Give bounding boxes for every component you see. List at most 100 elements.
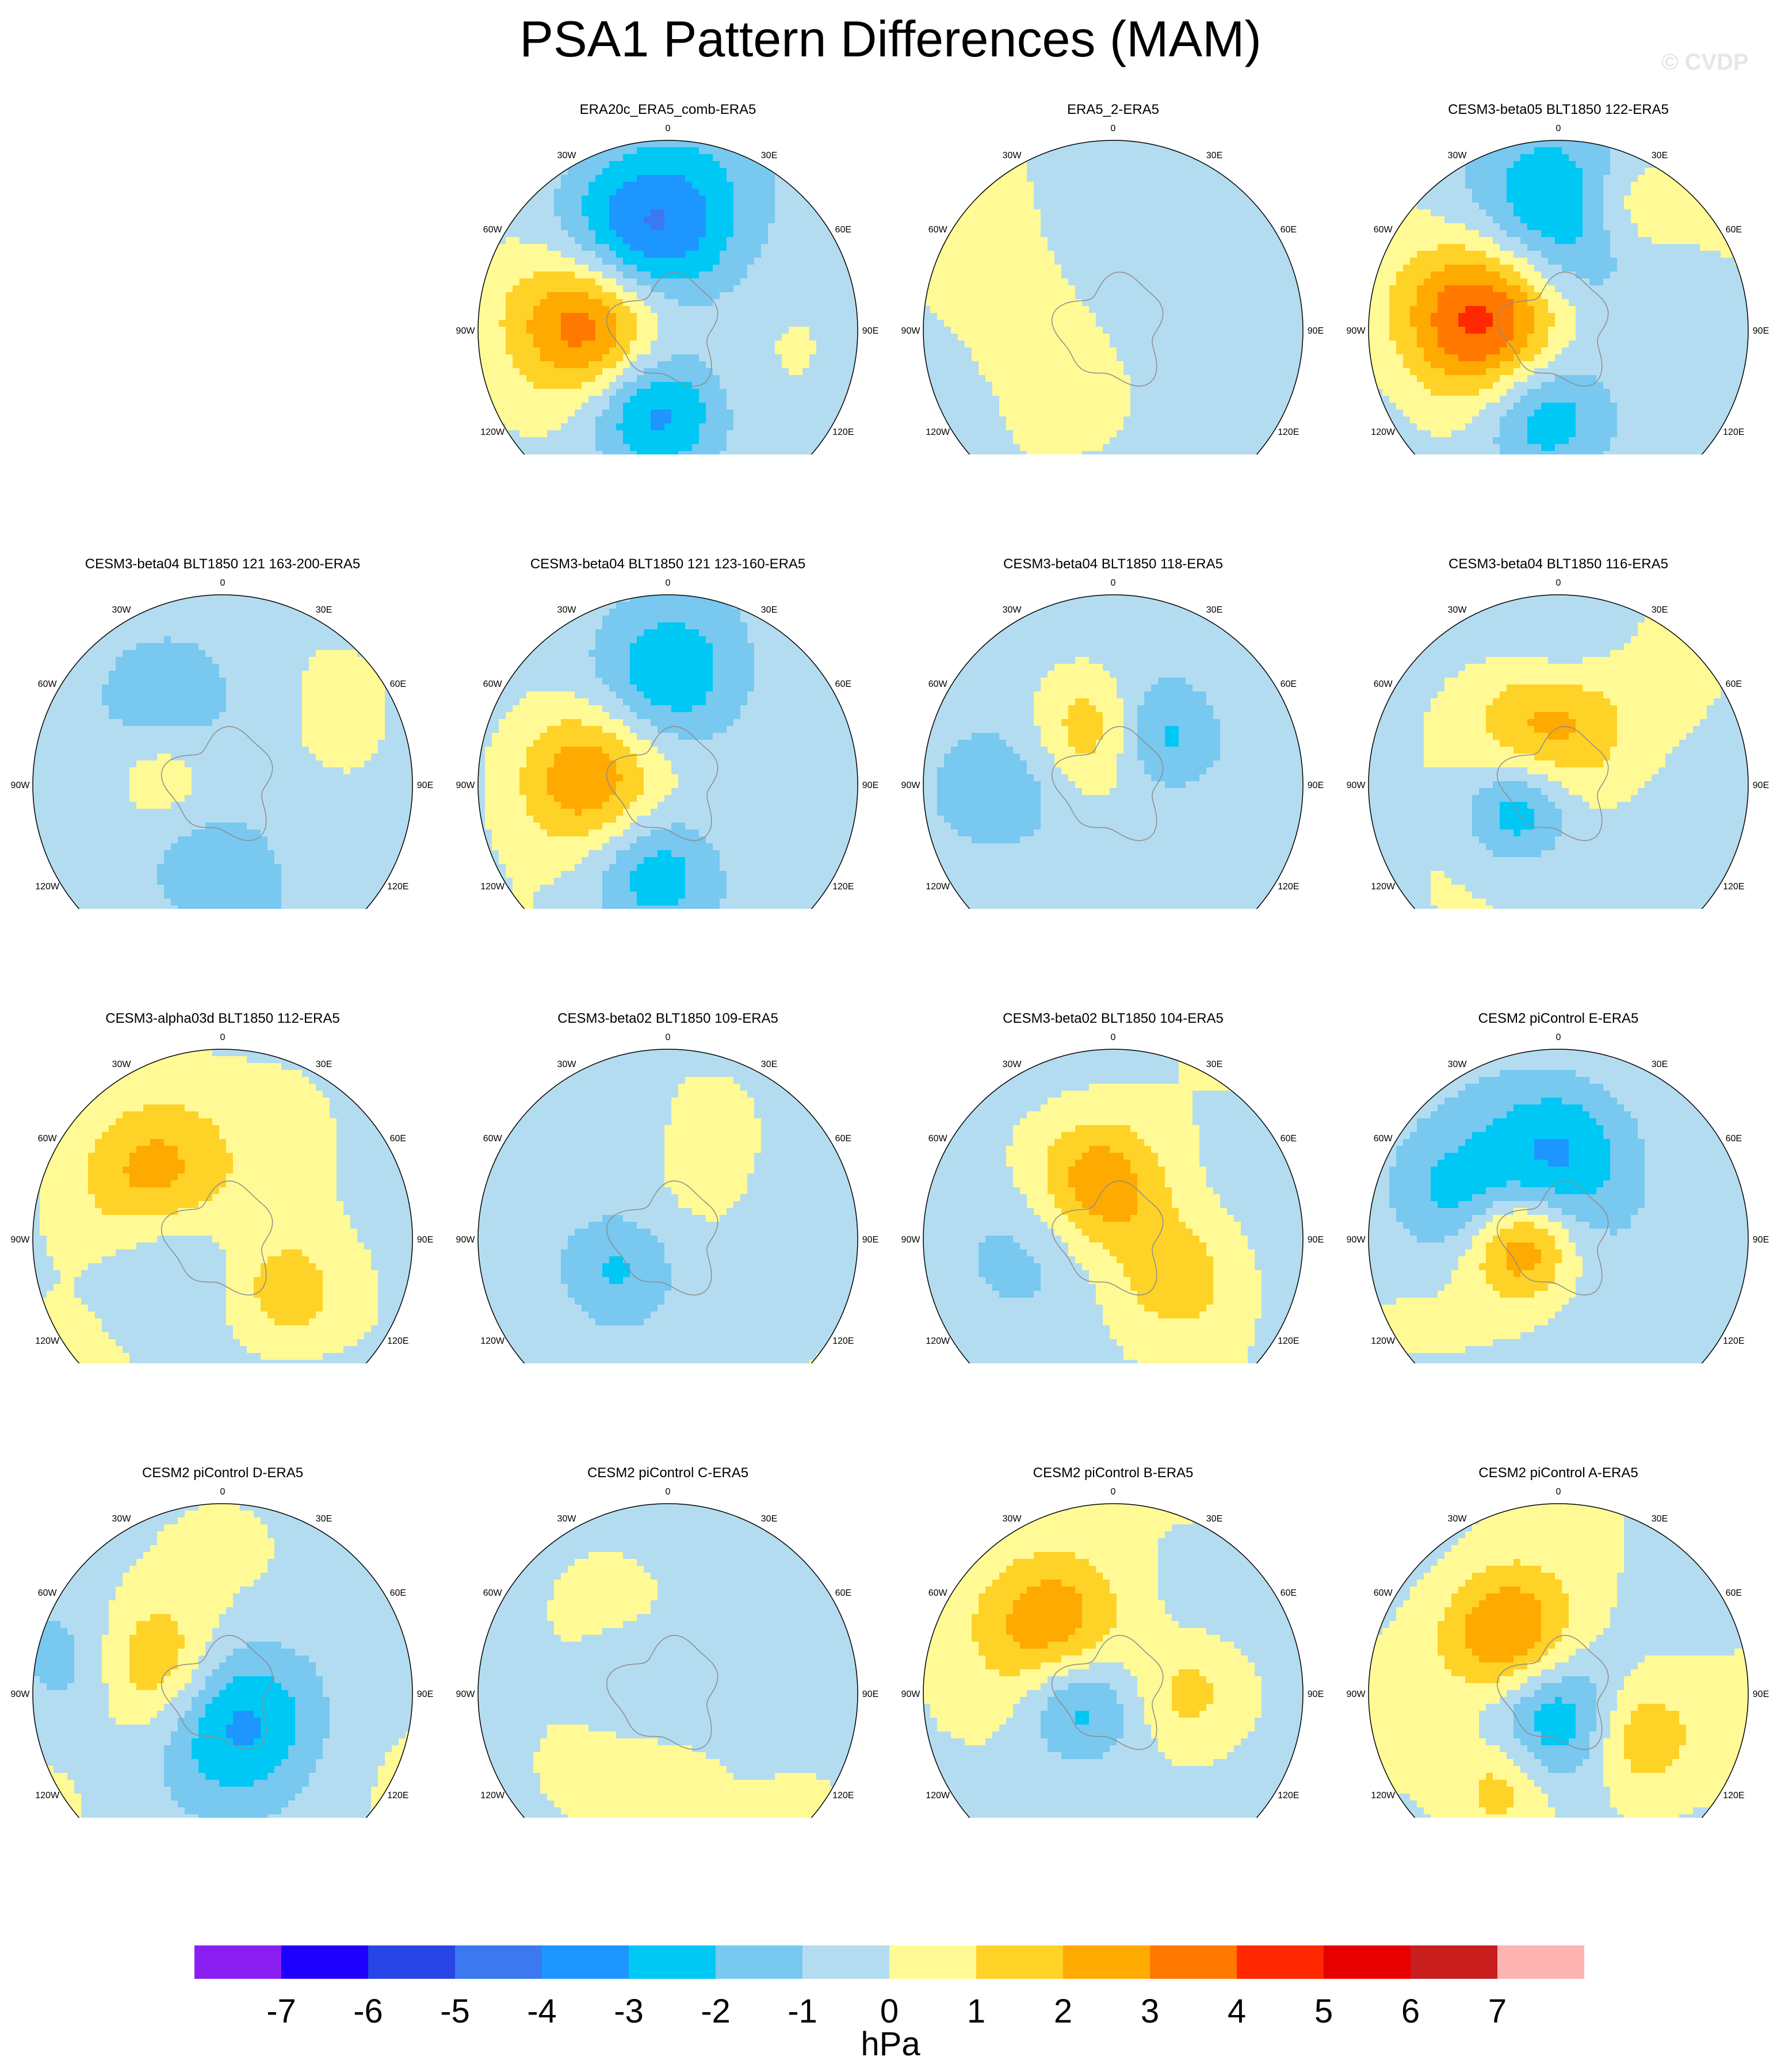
field-cell: [1075, 416, 1083, 424]
field-cell: [809, 341, 817, 348]
field-cell: [568, 410, 575, 417]
field-cell: [1172, 265, 1179, 272]
field-cell: [1020, 430, 1027, 438]
field-cell: [547, 299, 555, 307]
field-cell: [1199, 320, 1207, 327]
field-cell: [1048, 244, 1055, 251]
field-cell: [499, 334, 506, 341]
field-cell: [1165, 272, 1172, 279]
field-cell: [720, 285, 727, 293]
field-cell: [999, 451, 1007, 454]
field-cell: [1186, 403, 1193, 410]
field-cell: [602, 244, 610, 251]
field-cell: [582, 237, 589, 244]
field-cell: [1027, 410, 1034, 417]
field-cell: [582, 161, 589, 169]
field-cell: [733, 161, 741, 169]
field-cell: [1103, 182, 1110, 189]
field-cell: [1110, 334, 1117, 341]
field-cell: [992, 416, 1000, 424]
longitude-label: 0: [1111, 124, 1116, 133]
field-cell: [1013, 451, 1021, 454]
field-cell: [754, 396, 762, 403]
field-cell: [930, 278, 938, 286]
field-cell: [965, 423, 972, 431]
field-cell: [699, 230, 706, 238]
field-cell: [664, 154, 672, 162]
field-cell: [1027, 209, 1034, 217]
field-cell: [699, 285, 706, 293]
field-cell: [1054, 161, 1062, 169]
field-cell: [685, 375, 693, 383]
field-cell: [1186, 313, 1193, 320]
field-cell: [588, 223, 596, 231]
field-cell: [1048, 444, 1055, 452]
field-cell: [1130, 285, 1138, 293]
field-cell: [1193, 258, 1200, 265]
field-cell: [1227, 347, 1235, 355]
field-cell: [1282, 375, 1290, 383]
field-cell: [637, 375, 644, 383]
field-cell: [1089, 423, 1096, 431]
field-cell: [602, 354, 610, 362]
field-cell: [823, 244, 831, 251]
field-cell: [1144, 244, 1152, 251]
field-cell: [958, 375, 965, 383]
field-cell: [692, 313, 700, 320]
field-cell: [513, 313, 520, 320]
field-cell: [1096, 154, 1103, 162]
field-cell: [540, 327, 548, 334]
field-cell: [1220, 278, 1228, 286]
longitude-label: 120E: [832, 427, 854, 437]
field-cell: [1041, 202, 1048, 210]
field-cell: [809, 430, 817, 438]
field-cell: [972, 396, 979, 403]
field-cell: [526, 347, 534, 355]
field-cell: [1227, 251, 1235, 258]
field-cell: [1020, 354, 1027, 362]
field-cell: [775, 209, 782, 217]
field-cell: [637, 347, 644, 355]
field-cell: [733, 209, 741, 217]
field-cell: [1151, 299, 1159, 307]
field-cell: [595, 223, 603, 231]
field-cell: [547, 430, 555, 438]
field-cell: [782, 444, 789, 452]
field-cell: [713, 334, 720, 341]
field-cell: [992, 396, 1000, 403]
field-cell: [644, 444, 651, 452]
field-cell: [796, 209, 803, 217]
field-cell: [1082, 444, 1090, 452]
field-cell: [1172, 230, 1179, 238]
field-cell: [1227, 437, 1235, 445]
field-cell: [1130, 437, 1138, 445]
field-cell: [1103, 382, 1110, 389]
field-cell: [775, 451, 782, 454]
field-cell: [588, 209, 596, 217]
field-cell: [1213, 306, 1221, 314]
field-cell: [965, 410, 972, 417]
field-cell: [658, 396, 665, 403]
field-cell: [692, 154, 700, 162]
field-cell: [985, 292, 993, 300]
field-cell: [588, 389, 596, 396]
field-cell: [1220, 430, 1228, 438]
field-cell: [588, 237, 596, 244]
field-cell: [1227, 341, 1235, 348]
field-cell: [782, 396, 789, 403]
field-cell: [1034, 375, 1041, 383]
field-cell: [1041, 396, 1048, 403]
field-cell: [1234, 258, 1241, 265]
field-cell: [602, 182, 610, 189]
field-cell: [930, 368, 938, 376]
field-cell: [637, 196, 644, 203]
field-cell: [1027, 265, 1034, 272]
field-cell: [630, 396, 637, 403]
field-cell: [768, 382, 775, 389]
field-cell: [992, 278, 1000, 286]
field-cell: [1054, 230, 1062, 238]
field-cell: [526, 396, 534, 403]
field-cell: [526, 334, 534, 341]
field-cell: [1075, 306, 1083, 314]
field-cell: [999, 389, 1007, 396]
